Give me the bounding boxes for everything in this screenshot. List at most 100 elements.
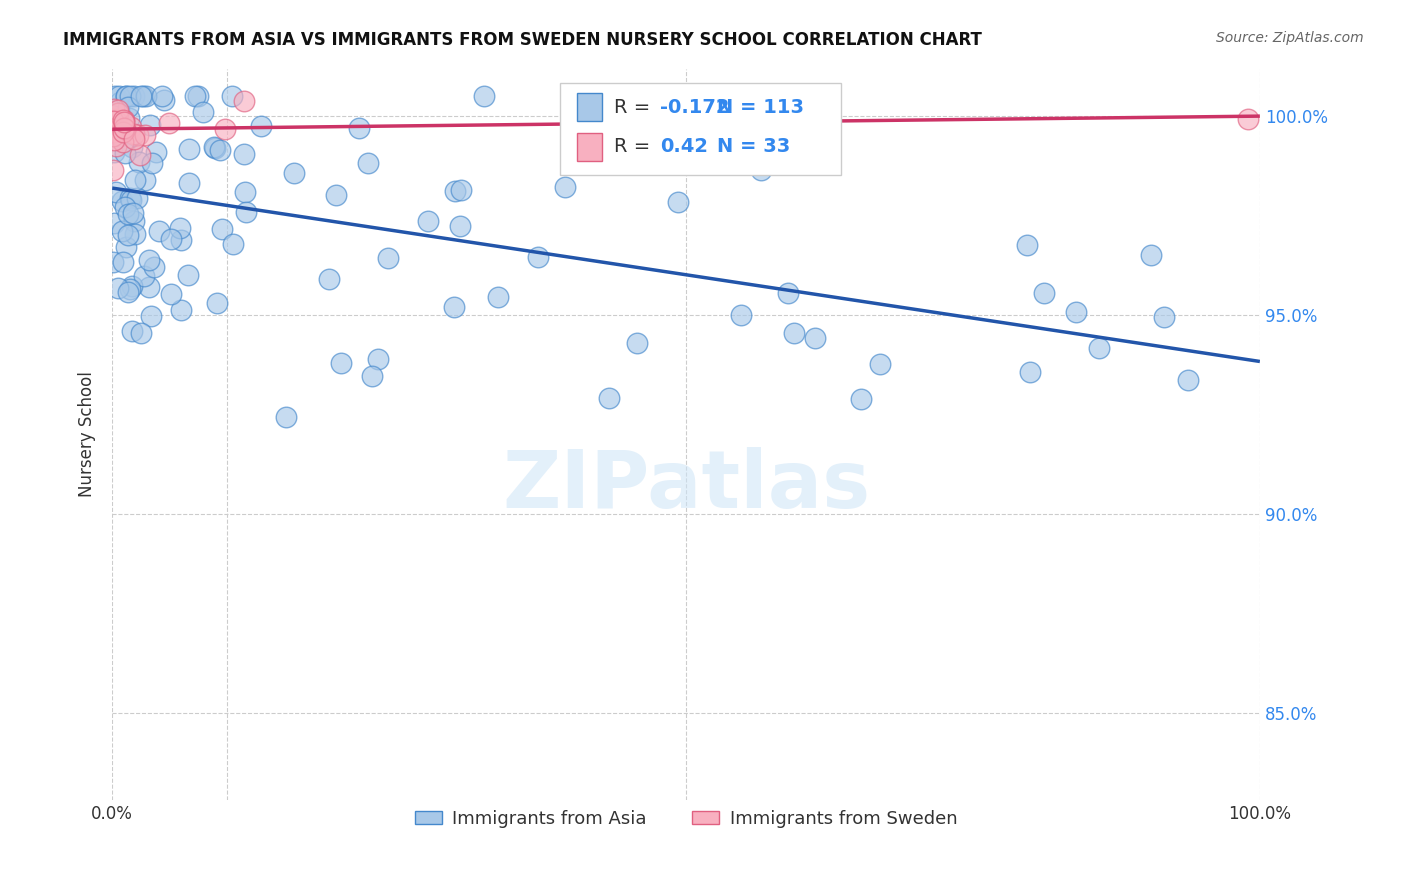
Point bbox=[598, 391, 620, 405]
Point bbox=[138, 279, 160, 293]
Point bbox=[235, 204, 257, 219]
FancyBboxPatch shape bbox=[560, 83, 841, 175]
Point bbox=[104, 120, 127, 134]
Point bbox=[214, 121, 236, 136]
Point bbox=[141, 156, 163, 170]
Point bbox=[193, 104, 215, 119]
Point bbox=[114, 89, 136, 103]
Point bbox=[124, 214, 146, 228]
Point bbox=[103, 102, 125, 116]
Point bbox=[132, 89, 155, 103]
Point bbox=[104, 123, 127, 137]
Point bbox=[357, 155, 380, 169]
Point bbox=[121, 279, 143, 293]
Point bbox=[360, 368, 382, 383]
Text: R =: R = bbox=[614, 98, 657, 117]
Point bbox=[117, 285, 139, 300]
Point bbox=[122, 127, 145, 141]
Point bbox=[118, 282, 141, 296]
Point bbox=[450, 183, 472, 197]
Text: 0.42: 0.42 bbox=[659, 137, 707, 156]
Point bbox=[1088, 341, 1111, 355]
Point bbox=[211, 222, 233, 236]
Point bbox=[1033, 285, 1056, 300]
Point bbox=[120, 191, 142, 205]
Point bbox=[103, 255, 125, 269]
Point bbox=[111, 112, 134, 127]
Point bbox=[157, 116, 180, 130]
Point bbox=[377, 251, 399, 265]
Point bbox=[143, 260, 166, 274]
Point bbox=[112, 113, 135, 128]
Point bbox=[443, 300, 465, 314]
Point bbox=[177, 142, 200, 156]
Point bbox=[804, 331, 827, 345]
Point bbox=[114, 89, 136, 103]
Point bbox=[114, 121, 136, 136]
Point bbox=[449, 219, 471, 233]
Text: -0.172: -0.172 bbox=[659, 98, 730, 117]
Point bbox=[108, 89, 131, 103]
Point bbox=[118, 89, 141, 103]
Point bbox=[122, 206, 145, 220]
Point bbox=[444, 185, 467, 199]
Point bbox=[849, 392, 872, 406]
Point bbox=[134, 128, 156, 142]
Point bbox=[103, 116, 125, 130]
Point bbox=[103, 145, 125, 160]
Point bbox=[124, 173, 146, 187]
Point bbox=[122, 89, 145, 103]
Point bbox=[329, 356, 352, 370]
Point bbox=[869, 357, 891, 371]
Point bbox=[233, 185, 256, 199]
Point bbox=[122, 132, 145, 146]
Point bbox=[138, 252, 160, 267]
Point bbox=[1139, 248, 1161, 262]
Point bbox=[1237, 112, 1260, 126]
Point bbox=[202, 139, 225, 153]
Point bbox=[169, 221, 191, 235]
Point bbox=[129, 89, 152, 103]
Point bbox=[112, 115, 135, 129]
Point bbox=[103, 128, 125, 143]
Point bbox=[118, 130, 141, 145]
Point bbox=[221, 236, 243, 251]
Text: R =: R = bbox=[614, 137, 657, 156]
Point bbox=[135, 89, 157, 103]
Point bbox=[139, 309, 162, 323]
Point bbox=[170, 302, 193, 317]
Point bbox=[107, 103, 129, 118]
Point bbox=[108, 104, 131, 119]
Point bbox=[121, 139, 143, 153]
Point bbox=[184, 89, 207, 103]
Point bbox=[132, 268, 155, 283]
Text: N = 33: N = 33 bbox=[717, 137, 790, 156]
Point bbox=[110, 125, 132, 139]
Point bbox=[730, 309, 752, 323]
Point bbox=[107, 106, 129, 120]
Point bbox=[472, 89, 495, 103]
Point bbox=[114, 145, 136, 160]
Point bbox=[153, 93, 176, 107]
Legend: Immigrants from Asia, Immigrants from Sweden: Immigrants from Asia, Immigrants from Sw… bbox=[408, 803, 965, 835]
Point bbox=[318, 272, 340, 286]
Point bbox=[274, 409, 297, 424]
Point bbox=[367, 352, 389, 367]
Point bbox=[129, 326, 152, 340]
Point bbox=[416, 213, 439, 227]
Point bbox=[150, 89, 173, 103]
Point bbox=[120, 193, 142, 207]
Point bbox=[103, 89, 125, 103]
Point bbox=[103, 121, 125, 136]
Point bbox=[179, 176, 201, 190]
Point bbox=[148, 224, 170, 238]
Point bbox=[107, 280, 129, 294]
Point bbox=[187, 89, 209, 103]
Point bbox=[103, 114, 125, 128]
Point bbox=[232, 95, 254, 109]
Point bbox=[117, 227, 139, 242]
Point bbox=[105, 186, 128, 200]
Point bbox=[103, 163, 125, 178]
Point bbox=[111, 194, 134, 208]
Text: N = 113: N = 113 bbox=[717, 98, 804, 117]
